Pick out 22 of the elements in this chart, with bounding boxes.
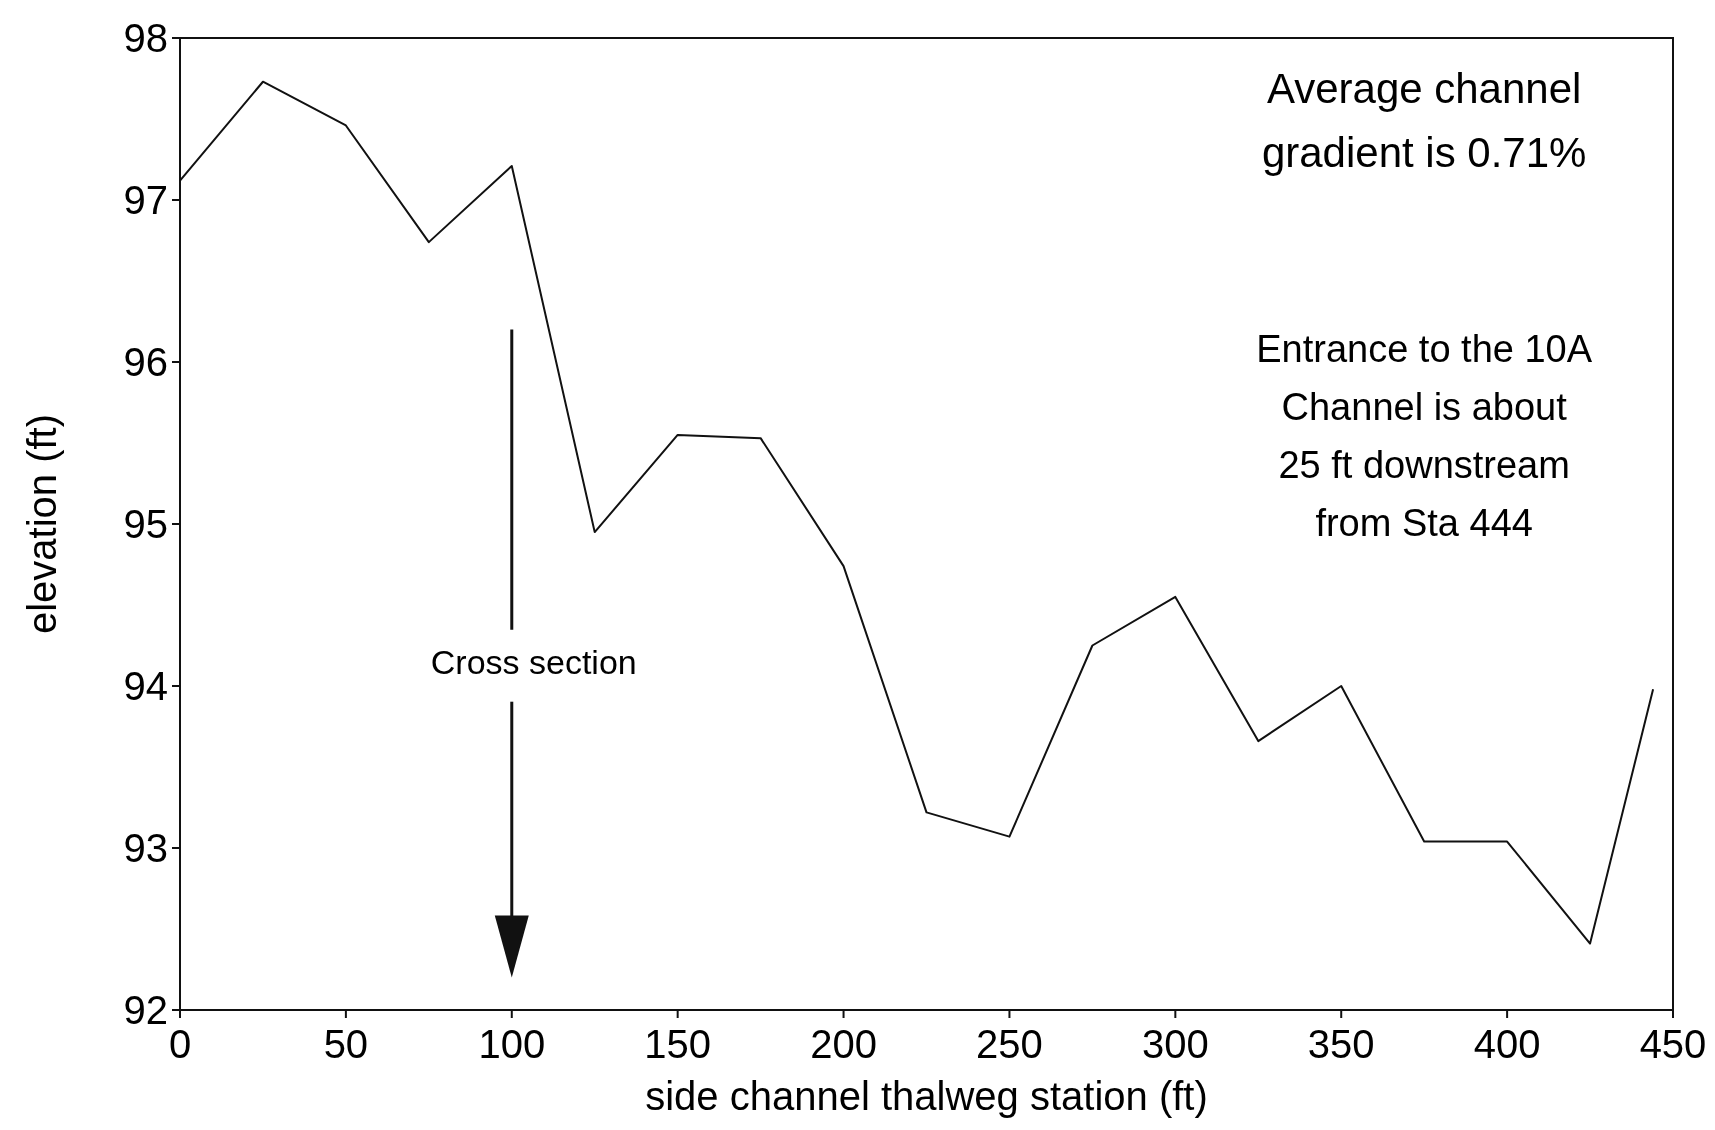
x-tick-label: 250	[976, 1022, 1043, 1066]
annotation: Cross section	[430, 642, 637, 681]
x-tick-label: 400	[1473, 1022, 1541, 1066]
y-tick-label: 93	[123, 826, 168, 870]
annotation: Average channel gradient is 0.71%	[1261, 64, 1587, 176]
annotation: Entrance to the 10A Channel is about 25 ft downstream from Sta 444	[1256, 328, 1593, 544]
y-tick-label: 95	[123, 502, 168, 546]
x-tick-label: 200	[810, 1022, 877, 1066]
x-tick-label: 450	[1639, 1022, 1707, 1066]
x-tick-label: 350	[1307, 1022, 1375, 1066]
x-tick-label: 100	[478, 1022, 546, 1066]
y-tick-label: 96	[123, 340, 168, 384]
x-tick-label: 150	[644, 1022, 712, 1066]
x-tick-label: 50	[323, 1022, 369, 1066]
y-axis-title: elevation (ft)	[20, 413, 64, 635]
x-axis-title: side channel thalweg station (ft)	[645, 1074, 1208, 1118]
x-tick-label: 300	[1141, 1022, 1209, 1066]
x-tick-label: 0	[168, 1022, 192, 1066]
y-tick-label: 92	[123, 988, 168, 1032]
y-tick-label: 97	[123, 178, 168, 222]
y-tick-label: 94	[123, 664, 168, 708]
y-tick-label: 98	[123, 16, 168, 60]
